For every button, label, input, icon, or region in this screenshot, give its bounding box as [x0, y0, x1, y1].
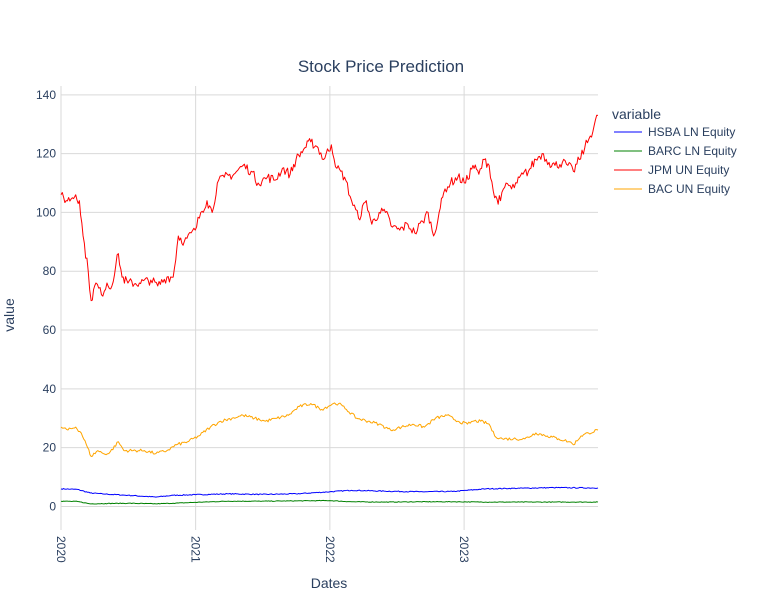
- y-tick-label-60: 60: [43, 323, 57, 337]
- y-tick-label-100: 100: [36, 205, 56, 219]
- x-axis-ticks: 2020 2021 2022 2023: [54, 536, 471, 563]
- chart-title: Stock Price Prediction: [298, 57, 464, 76]
- y-tick-label-0: 0: [49, 499, 56, 513]
- x-tick-label-2021: 2021: [189, 536, 203, 563]
- legend-label-barc-ln-equity: BARC LN Equity: [648, 144, 737, 158]
- series-line-bac-un-equity: [60, 402, 599, 457]
- horizontal-gridlines: [61, 94, 598, 507]
- x-tick-label-2020: 2020: [54, 536, 68, 563]
- x-tick-label-2022: 2022: [323, 536, 337, 563]
- legend-title: variable: [612, 106, 661, 122]
- legend-item-jpm-un-equity[interactable]: JPM UN Equity: [614, 163, 729, 177]
- y-tick-label-140: 140: [36, 88, 56, 102]
- legend[interactable]: variable HSBA LN Equity BARC LN Equity JPM…: [612, 106, 737, 196]
- x-axis-title: Dates: [311, 575, 348, 591]
- y-axis-ticks: 0 20 40 60 80 100 120 140: [36, 88, 56, 514]
- y-tick-label-80: 80: [43, 264, 57, 278]
- legend-item-barc-ln-equity[interactable]: BARC LN Equity: [614, 144, 737, 158]
- y-tick-label-40: 40: [43, 382, 57, 396]
- legend-item-bac-un-equity[interactable]: BAC UN Equity: [614, 182, 730, 196]
- legend-items[interactable]: HSBA LN Equity BARC LN Equity JPM UN Equit…: [614, 125, 737, 196]
- legend-label-bac-un-equity: BAC UN Equity: [648, 182, 730, 196]
- legend-item-hsba-ln-equity[interactable]: HSBA LN Equity: [614, 125, 735, 139]
- series-lines: [60, 114, 599, 505]
- vertical-gridlines: [60, 86, 465, 530]
- y-axis-title: value: [1, 298, 17, 332]
- x-tick-label-2023: 2023: [457, 536, 471, 563]
- y-tick-label-20: 20: [43, 441, 57, 455]
- series-line-jpm-un-equity: [60, 114, 599, 302]
- legend-label-hsba-ln-equity: HSBA LN Equity: [648, 125, 735, 139]
- series-line-barc-ln-equity: [60, 499, 599, 505]
- series-line-hsba-ln-equity: [60, 486, 599, 498]
- y-tick-label-120: 120: [36, 147, 56, 161]
- legend-label-jpm-un-equity: JPM UN Equity: [648, 163, 729, 177]
